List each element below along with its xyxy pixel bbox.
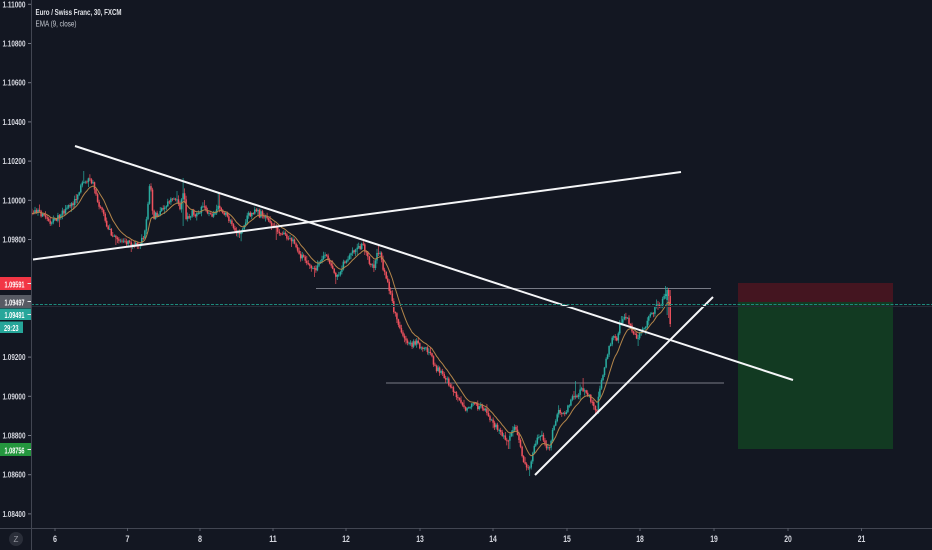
svg-text:1.09497: 1.09497 (5, 298, 25, 308)
svg-text:14: 14 (489, 534, 497, 544)
svg-text:1.08756: 1.08756 (5, 446, 25, 456)
svg-text:1.10400: 1.10400 (3, 117, 26, 127)
svg-text:1.08800: 1.08800 (3, 431, 26, 441)
svg-text:15: 15 (563, 534, 571, 544)
svg-text:21: 21 (858, 534, 866, 544)
svg-text:1.09200: 1.09200 (3, 352, 26, 362)
svg-text:1.10800: 1.10800 (3, 39, 26, 49)
svg-text:18: 18 (636, 534, 644, 544)
svg-text:29:23: 29:23 (4, 323, 19, 333)
svg-text:1.09000: 1.09000 (3, 391, 26, 401)
svg-text:1.10200: 1.10200 (3, 156, 26, 166)
svg-text:6: 6 (53, 534, 57, 544)
svg-text:1.10000: 1.10000 (3, 195, 26, 205)
svg-text:13: 13 (416, 534, 424, 544)
svg-text:7: 7 (126, 534, 130, 544)
svg-text:1.08600: 1.08600 (3, 470, 26, 480)
svg-text:8: 8 (198, 534, 202, 544)
svg-text:1.10600: 1.10600 (3, 78, 26, 88)
svg-text:EMA (9, close): EMA (9, close) (36, 20, 77, 29)
svg-text:Z: Z (14, 535, 19, 544)
svg-text:19: 19 (710, 534, 718, 544)
svg-text:12: 12 (342, 534, 350, 544)
svg-text:20: 20 (784, 534, 792, 544)
svg-text:11: 11 (269, 534, 277, 544)
svg-text:1.11000: 1.11000 (3, 0, 26, 9)
svg-text:1.08400: 1.08400 (3, 509, 26, 519)
svg-text:Euro / Swiss Franc, 30, FXCM: Euro / Swiss Franc, 30, FXCM (36, 8, 122, 17)
svg-text:1.09800: 1.09800 (3, 235, 26, 245)
svg-text:1.09591: 1.09591 (5, 280, 25, 290)
svg-text:1.09491: 1.09491 (5, 310, 25, 320)
